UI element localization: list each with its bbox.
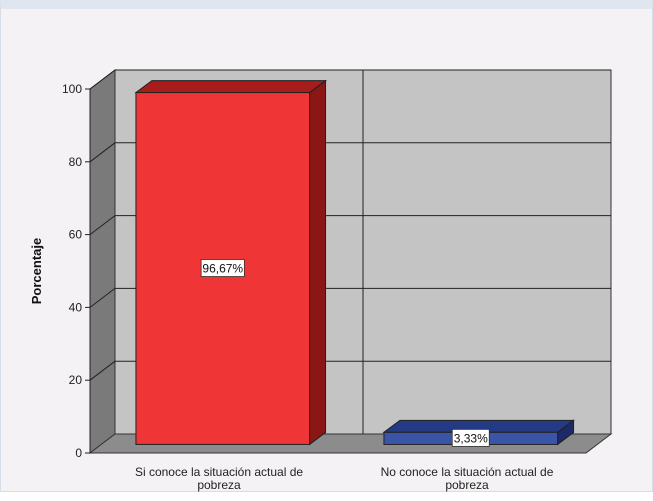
chart-side-wall bbox=[89, 68, 116, 455]
gridline-side bbox=[89, 215, 116, 235]
x-axis-labels: Si conoce la situación actual depobrezaN… bbox=[135, 465, 554, 492]
y-tick-label: 20 bbox=[69, 373, 83, 387]
data-label-box bbox=[451, 428, 490, 447]
gridline-side bbox=[89, 360, 116, 381]
bar-chart: 0 20 40 60 80 100 96,67% 3,33% Si conoce la si… bbox=[29, 68, 613, 492]
y-tick-label: 100 bbox=[62, 82, 82, 96]
data-label-box bbox=[200, 259, 245, 277]
gridline-side bbox=[89, 142, 116, 163]
bar-group: 96,67% bbox=[134, 79, 328, 446]
x-category-label: No conoce la situación actual de bbox=[381, 465, 554, 479]
bars: 96,67% 3,33% bbox=[134, 79, 576, 447]
x-category-label: pobreza bbox=[197, 478, 241, 492]
y-axis-ticks: 0 20 40 60 80 100 bbox=[62, 82, 90, 460]
gridline-side bbox=[89, 69, 116, 90]
bar-group: 3,33% bbox=[382, 419, 576, 447]
x-category-label: pobreza bbox=[445, 478, 489, 492]
y-axis-label: Porcentaje bbox=[29, 238, 44, 304]
y-tick-label: 0 bbox=[75, 446, 82, 460]
data-label: 3,33% bbox=[454, 431, 488, 445]
y-tick-label: 60 bbox=[69, 228, 83, 242]
gridline-side bbox=[89, 288, 116, 308]
x-category-label: Si conoce la situación actual de bbox=[135, 465, 303, 479]
y-tick-label: 80 bbox=[69, 155, 83, 169]
y-tick-label: 40 bbox=[69, 300, 83, 314]
bar-top bbox=[134, 80, 328, 94]
bar-side bbox=[309, 79, 327, 446]
data-label: 96,67% bbox=[202, 262, 243, 276]
